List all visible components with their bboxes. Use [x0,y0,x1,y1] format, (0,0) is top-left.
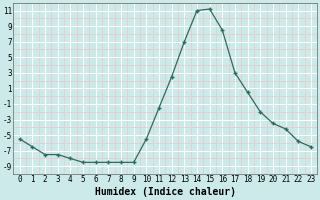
X-axis label: Humidex (Indice chaleur): Humidex (Indice chaleur) [95,187,236,197]
